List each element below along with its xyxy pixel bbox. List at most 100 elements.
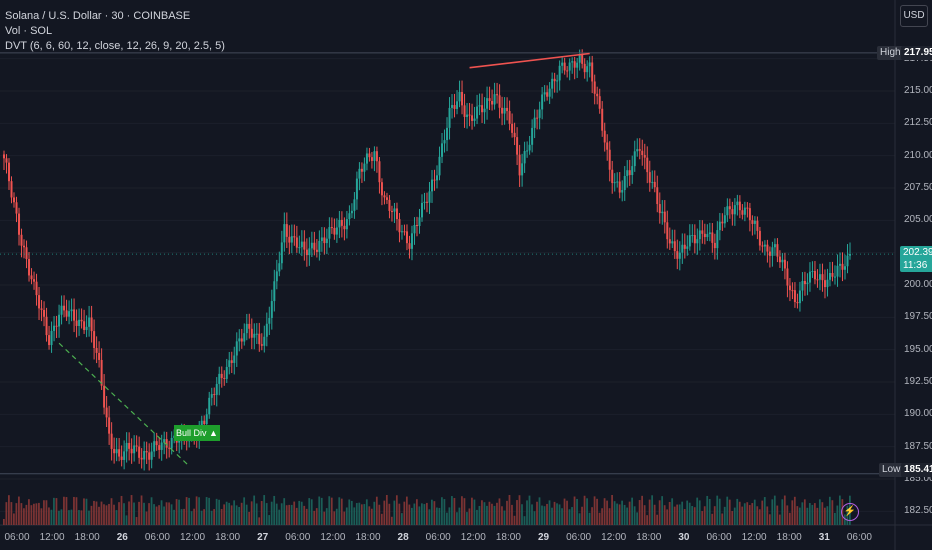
candle-body xyxy=(671,241,674,244)
candle-body xyxy=(616,181,619,183)
candle-body xyxy=(155,441,158,446)
candle-body xyxy=(348,213,351,220)
volume-bar xyxy=(636,512,639,525)
currency-button[interactable]: USD xyxy=(900,5,928,27)
candle-body xyxy=(761,245,764,247)
time-tick-label: 12:00 xyxy=(601,532,627,543)
candle-body xyxy=(308,248,311,256)
time-tick-label: 12:00 xyxy=(179,532,206,543)
volume-bar xyxy=(330,497,333,525)
volume-bar xyxy=(105,505,108,525)
candle-body xyxy=(588,62,591,67)
candle-body xyxy=(446,127,449,141)
candle-body xyxy=(200,420,203,426)
candle-body xyxy=(133,445,136,454)
volume-bar xyxy=(426,502,428,525)
candle-body xyxy=(333,227,336,235)
time-tick-label: 18:00 xyxy=(355,532,381,543)
time-tick-label: 18:00 xyxy=(636,532,662,543)
candle-body xyxy=(646,157,649,173)
candle-body xyxy=(335,227,338,235)
volume-bar xyxy=(546,503,548,525)
candle-body xyxy=(713,242,716,249)
time-tick-label: 12:00 xyxy=(320,532,346,543)
time-tick-label: 12:00 xyxy=(460,532,486,543)
candle-body xyxy=(576,62,579,68)
volume-bar xyxy=(33,503,35,525)
candle-body xyxy=(413,224,416,234)
candle-body xyxy=(45,316,48,336)
volume-bar xyxy=(471,497,473,525)
candle-body xyxy=(531,127,534,145)
volume-bar xyxy=(663,505,666,525)
time-tick-label: 18:00 xyxy=(495,532,521,543)
price-tick-label: 197.50 xyxy=(904,311,932,323)
volume-bar xyxy=(15,503,18,525)
volume-bar xyxy=(110,498,113,525)
volume-bar xyxy=(488,501,491,525)
candle-body xyxy=(403,231,406,233)
candle-body xyxy=(118,449,121,457)
candle-body xyxy=(275,271,278,282)
volume-bar xyxy=(375,496,378,525)
volume-bar xyxy=(345,507,348,525)
candle-body xyxy=(423,201,426,203)
candle-body xyxy=(506,107,509,112)
volume-bar xyxy=(70,509,73,525)
volume-bar xyxy=(616,503,618,525)
volume-bar xyxy=(683,509,686,525)
volume-bar xyxy=(218,499,221,525)
candle-body xyxy=(343,225,346,230)
candle-body xyxy=(280,242,283,264)
volume-bar xyxy=(793,496,796,525)
volume-bar xyxy=(205,497,208,525)
candle-body xyxy=(773,244,776,248)
volume-bar xyxy=(608,508,611,525)
lightning-icon[interactable]: ⚡ xyxy=(841,503,859,521)
candle-body xyxy=(673,241,676,252)
indicator-legend[interactable]: DVT (6, 6, 60, 12, close, 12, 26, 9, 20,… xyxy=(5,40,225,52)
candle-body xyxy=(453,105,456,109)
candle-body xyxy=(63,305,66,311)
candle-body xyxy=(43,309,46,317)
volume-bar xyxy=(320,497,323,525)
volume-bar xyxy=(661,496,664,525)
symbol-title[interactable]: Solana / U.S. Dollar · 30 · COINBASE xyxy=(5,10,191,22)
candle-body xyxy=(441,143,444,157)
volume-bar xyxy=(698,500,701,525)
volume-bar xyxy=(48,507,50,525)
volume-bar xyxy=(423,504,426,525)
candle-body xyxy=(496,94,499,96)
volume-bar xyxy=(583,495,586,525)
candle-body xyxy=(433,179,436,181)
volume-bar xyxy=(716,495,719,525)
volume-bar xyxy=(290,504,293,525)
volume-bar xyxy=(233,500,236,525)
volume-bar xyxy=(188,497,190,525)
candle-body xyxy=(28,259,31,276)
candle-body xyxy=(303,241,306,250)
volume-bar xyxy=(548,500,551,525)
volume-bar xyxy=(456,512,458,525)
candle-body xyxy=(330,227,333,229)
volume-bar xyxy=(280,503,283,525)
time-tick-label: 06:00 xyxy=(566,532,592,543)
time-tick-label: 18:00 xyxy=(74,532,100,543)
candle-body xyxy=(596,93,599,97)
volume-bar xyxy=(586,498,588,525)
candle-body xyxy=(255,333,258,335)
volume-bar xyxy=(395,495,398,525)
candle-body xyxy=(243,333,246,342)
candle-body xyxy=(593,81,596,94)
candle-body xyxy=(636,149,639,152)
volume-bar xyxy=(13,513,15,525)
time-tick-label: 12:00 xyxy=(39,532,65,543)
volume-bar xyxy=(323,511,326,525)
candle-body xyxy=(683,244,686,249)
candle-body xyxy=(828,272,831,280)
volume-bar xyxy=(108,503,110,525)
volume-bar xyxy=(353,507,356,525)
candle-body xyxy=(743,207,746,215)
volume-legend[interactable]: Vol · SOL xyxy=(5,25,53,37)
